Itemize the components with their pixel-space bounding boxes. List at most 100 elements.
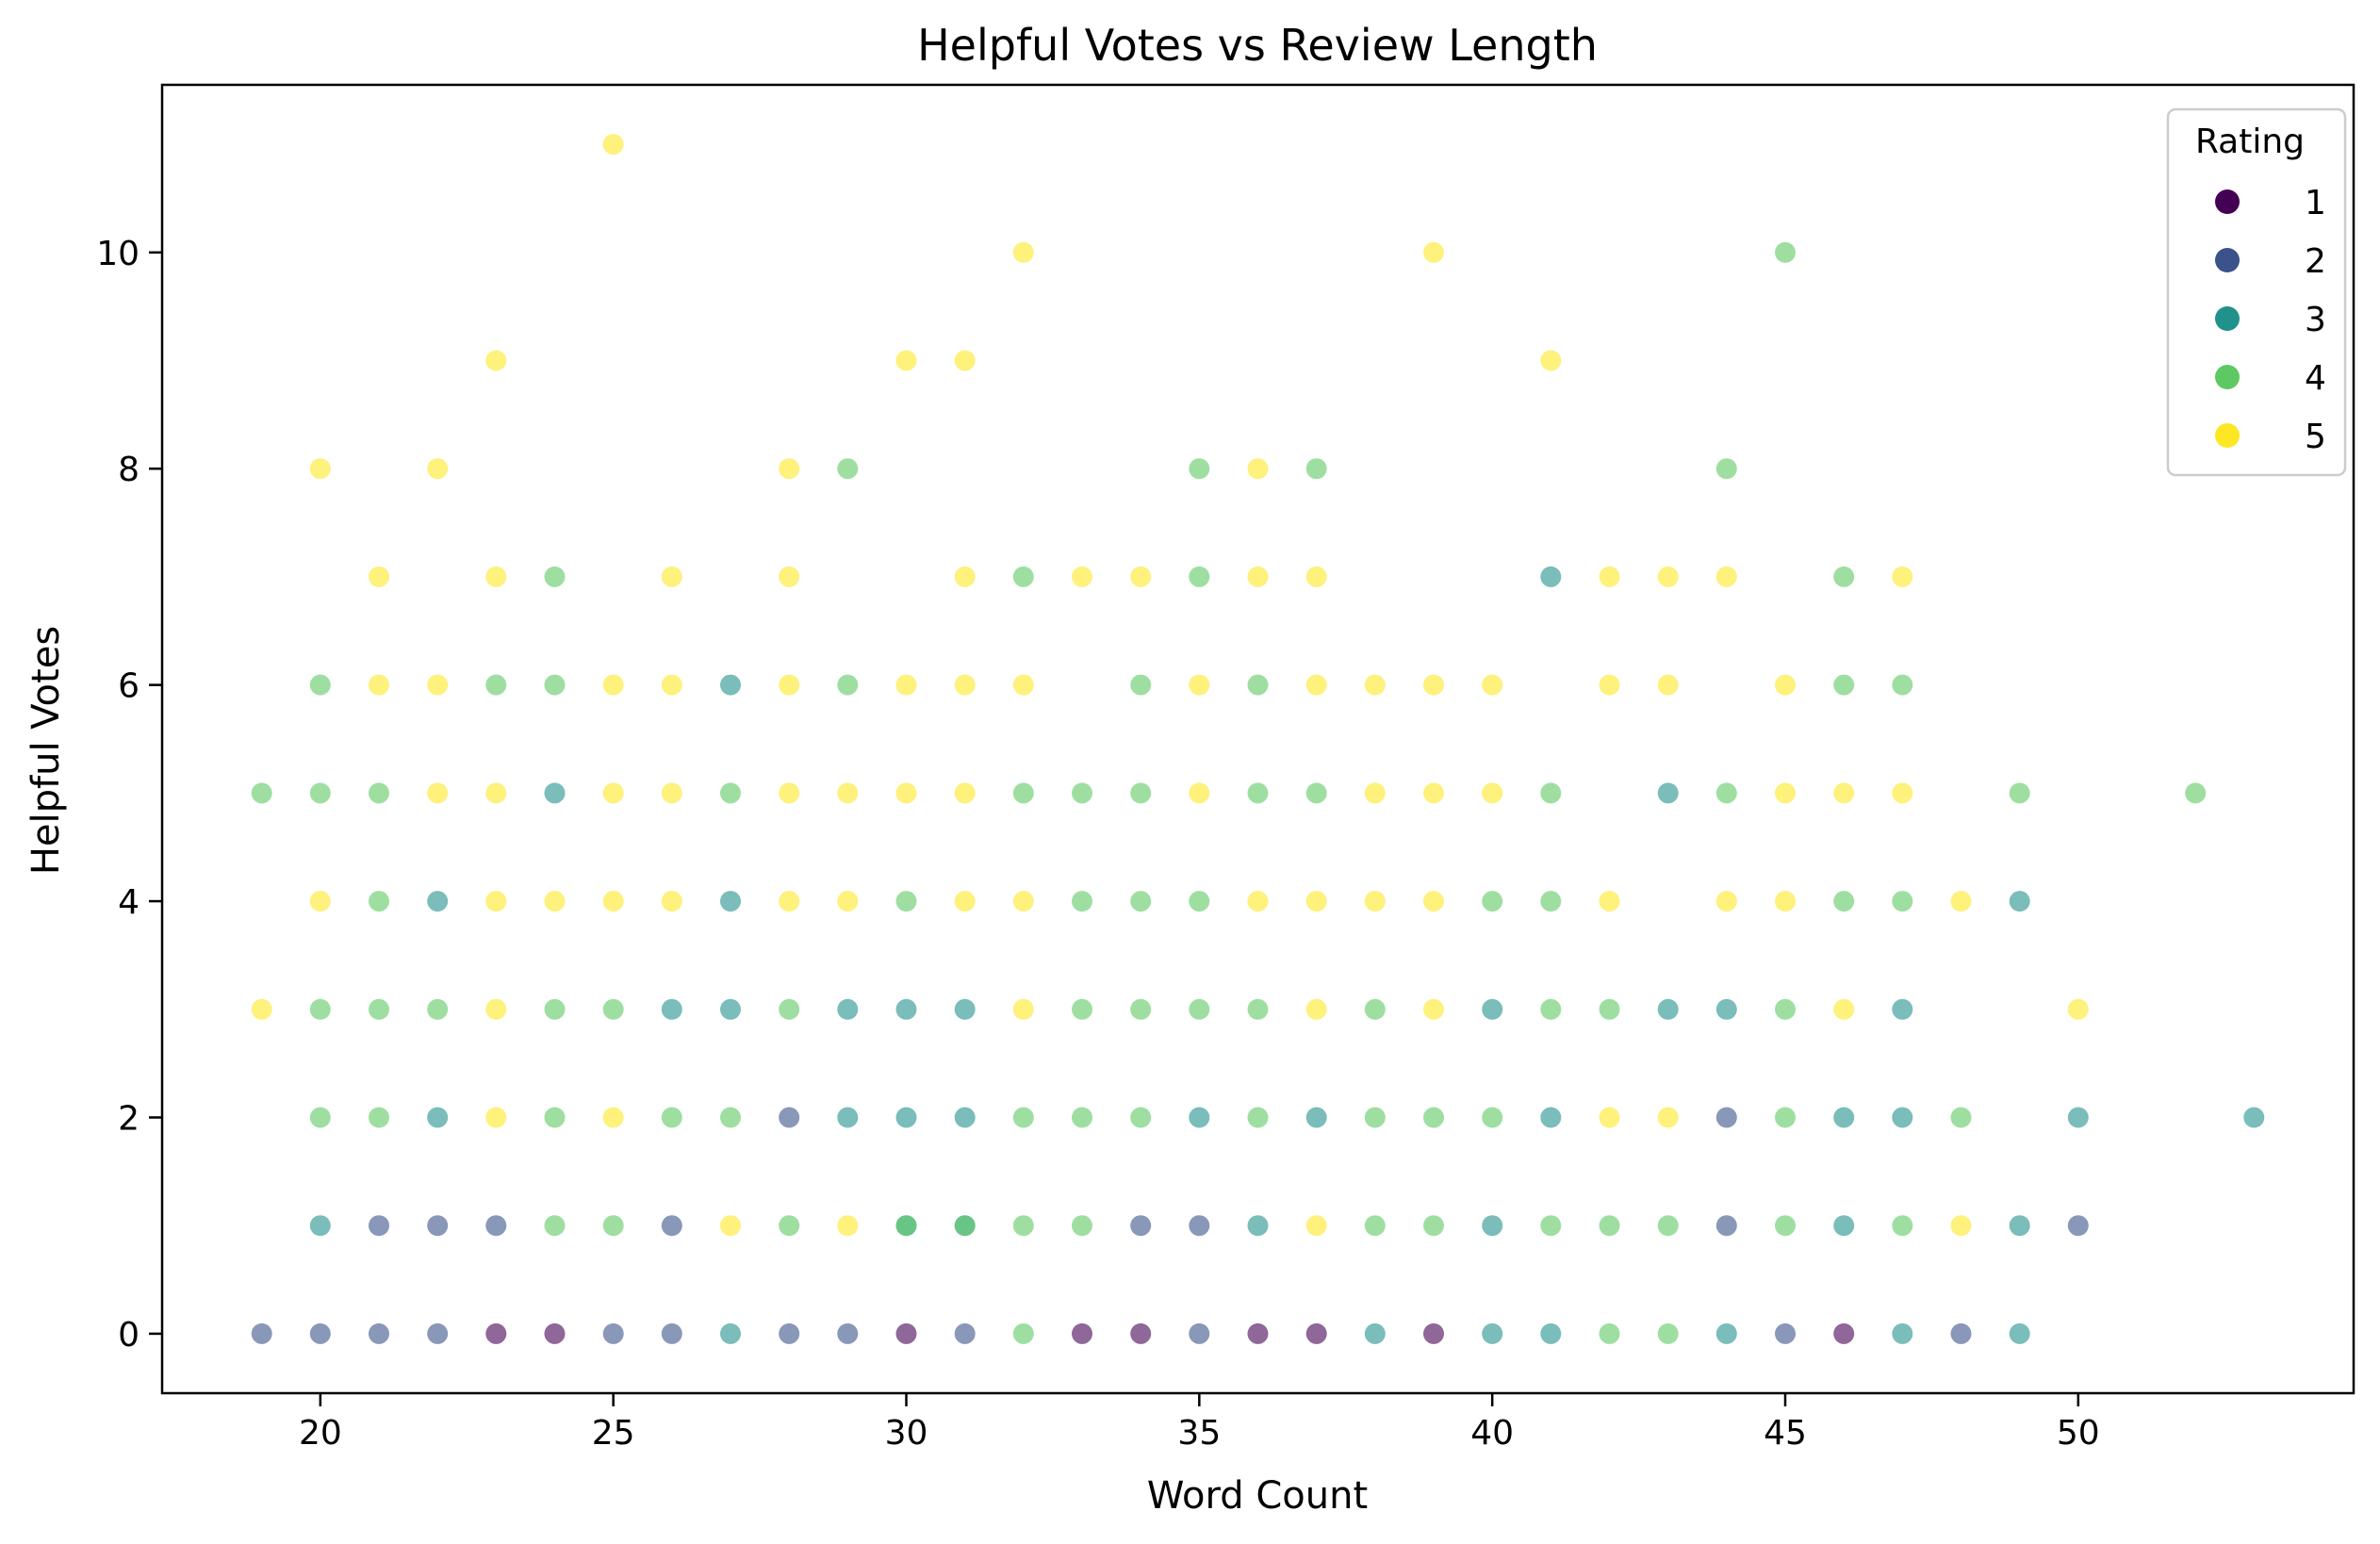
data-point-rating-4 — [1950, 1107, 1972, 1128]
data-point-rating-4 — [485, 674, 507, 696]
data-point-rating-2 — [1189, 1215, 1210, 1237]
data-point-rating-5 — [1423, 241, 1444, 263]
data-point-rating-3 — [2009, 891, 2030, 912]
data-point-rating-5 — [485, 1107, 507, 1128]
data-point-rating-2 — [1715, 1107, 1737, 1128]
data-point-rating-3 — [1540, 1107, 1562, 1128]
data-point-rating-4 — [1892, 891, 1913, 912]
data-point-rating-4 — [1072, 782, 1092, 804]
data-point-rating-5 — [1599, 674, 1620, 696]
legend-marker-4 — [2215, 365, 2240, 389]
chart-title: Helpful Votes vs Review Length — [917, 20, 1598, 71]
data-point-rating-5 — [661, 674, 682, 696]
data-point-rating-3 — [1833, 1215, 1855, 1237]
data-point-rating-4 — [1657, 1322, 1679, 1344]
data-point-rating-4 — [1072, 998, 1092, 1020]
legend-label-4: 4 — [2305, 359, 2326, 398]
data-point-rating-5 — [1012, 674, 1034, 696]
data-point-rating-4 — [779, 998, 800, 1020]
data-point-rating-3 — [954, 998, 976, 1020]
data-point-rating-3 — [1892, 998, 1913, 1020]
data-point-rating-3 — [837, 1107, 859, 1128]
data-point-rating-4 — [1012, 566, 1034, 587]
data-point-rating-5 — [427, 674, 449, 696]
data-point-rating-3 — [427, 1107, 449, 1128]
data-point-rating-4 — [1715, 782, 1737, 804]
x-axis-label: Word Count — [1147, 1474, 1368, 1518]
data-point-rating-5 — [779, 674, 800, 696]
legend-box — [2166, 107, 2347, 477]
legend-marker-1 — [2215, 189, 2240, 214]
data-point-rating-4 — [1305, 782, 1327, 804]
data-point-rating-4 — [544, 674, 566, 696]
data-point-rating-5 — [895, 674, 917, 696]
data-point-rating-4 — [837, 458, 859, 480]
data-point-rating-3 — [720, 1322, 741, 1344]
data-point-rating-5 — [779, 566, 800, 587]
data-point-rating-2 — [369, 1322, 389, 1344]
data-point-rating-5 — [1189, 782, 1210, 804]
data-point-rating-5 — [1364, 782, 1386, 804]
data-point-rating-4 — [1130, 1107, 1152, 1128]
data-point-rating-5 — [954, 782, 976, 804]
data-point-rating-4 — [1423, 1215, 1444, 1237]
data-point-rating-4 — [1364, 1107, 1386, 1128]
data-point-rating-3 — [837, 998, 859, 1020]
legend-marker-2 — [2215, 248, 2240, 272]
y-tick-label: 4 — [118, 883, 140, 922]
data-point-rating-5 — [954, 566, 976, 587]
x-tick-label: 20 — [299, 1414, 342, 1453]
data-point-rating-1 — [544, 1322, 566, 1344]
data-point-rating-5 — [661, 566, 682, 587]
data-point-rating-5 — [779, 458, 800, 480]
data-point-rating-4 — [1364, 1215, 1386, 1237]
data-point-rating-5 — [1247, 566, 1269, 587]
data-point-rating-5 — [1305, 891, 1327, 912]
data-point-rating-2 — [427, 1322, 449, 1344]
data-point-rating-4 — [2009, 782, 2030, 804]
data-point-rating-4 — [1130, 891, 1152, 912]
data-point-rating-2 — [1130, 1215, 1152, 1237]
data-point-rating-5 — [485, 891, 507, 912]
data-point-rating-4 — [1012, 1107, 1034, 1128]
data-point-rating-2 — [485, 1215, 507, 1237]
data-point-rating-5 — [602, 134, 624, 156]
data-point-rating-4 — [895, 891, 917, 912]
data-point-rating-4 — [1775, 241, 1796, 263]
legend-title: Rating — [2195, 123, 2305, 161]
y-tick-label: 10 — [96, 235, 140, 273]
data-point-rating-5 — [720, 1215, 741, 1237]
x-tick-label: 25 — [592, 1414, 635, 1453]
data-point-rating-4 — [309, 1107, 331, 1128]
data-point-rating-5 — [661, 782, 682, 804]
data-point-rating-3 — [661, 998, 682, 1020]
data-point-rating-4 — [1599, 998, 1620, 1020]
data-point-rating-5 — [954, 891, 976, 912]
data-point-rating-2 — [1715, 1215, 1737, 1237]
data-point-rating-5 — [1892, 566, 1913, 587]
data-point-rating-2 — [369, 1215, 389, 1237]
data-point-rating-5 — [1657, 566, 1679, 587]
y-axis-label: Helpful Votes — [25, 626, 68, 875]
data-point-rating-4 — [602, 998, 624, 1020]
data-point-rating-4 — [1540, 782, 1562, 804]
data-point-rating-3 — [1892, 1107, 1913, 1128]
data-point-rating-5 — [485, 350, 507, 371]
data-point-rating-1 — [1130, 1322, 1152, 1344]
data-point-rating-5 — [1305, 1215, 1327, 1237]
data-point-rating-3 — [1482, 998, 1503, 1020]
data-point-rating-5 — [779, 782, 800, 804]
data-point-rating-5 — [954, 350, 976, 371]
data-point-rating-5 — [544, 891, 566, 912]
data-point-rating-4 — [1247, 674, 1269, 696]
data-point-rating-5 — [485, 566, 507, 587]
data-point-rating-4 — [1012, 782, 1034, 804]
data-point-rating-4 — [369, 1107, 389, 1128]
data-point-rating-3 — [2009, 1215, 2030, 1237]
data-point-rating-4 — [1072, 891, 1092, 912]
data-point-rating-5 — [602, 891, 624, 912]
data-point-rating-3 — [2009, 1322, 2030, 1344]
data-point-rating-4 — [1482, 891, 1503, 912]
data-point-rating-4 — [309, 998, 331, 1020]
